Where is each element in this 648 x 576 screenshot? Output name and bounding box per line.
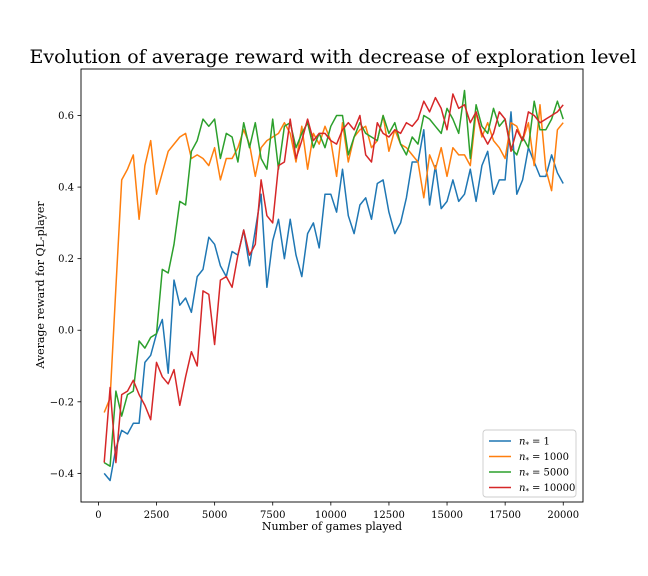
x-tick-label: 7500 [260,510,285,521]
y-axis-ticks: −0.4 −0.2 0.0 0.2 0.4 0.6 [50,111,81,480]
x-axis-ticks: 0 2500 5000 7500 10000 12500 15000 17500 20000 [95,502,579,521]
series-line-4 [103,93,564,464]
y-tick-label: 0.6 [58,111,74,122]
y-tick-label: 0.4 [58,183,74,194]
x-tick-label: 12500 [373,510,405,521]
x-tick-label: 17500 [489,510,521,521]
y-tick-label: −0.2 [50,397,74,408]
x-tick-label: 10000 [315,510,347,521]
x-tick-label: 0 [95,510,101,521]
series-line-2 [103,104,564,413]
y-tick-label: 0.0 [58,326,74,337]
y-tick-label: −0.4 [50,469,74,480]
x-tick-label: 15000 [431,510,463,521]
series-line-3 [103,89,564,467]
series-line-1 [103,111,564,482]
legend-label: n* = 1000 [519,452,569,465]
legend-label: n* = 1 [519,437,550,450]
plot-area [80,68,584,503]
legend-label: n* = 10000 [519,483,575,496]
legend-box [482,429,577,498]
axes-frame [80,68,584,503]
chart-title: Evolution of average reward with decreas… [29,46,636,68]
x-axis-label: Number of games played [262,520,402,533]
x-tick-label: 5000 [202,510,227,521]
legend-label: n* = 5000 [519,468,569,481]
y-axis-label: Average reward for QL-player [34,201,47,370]
series-layer [103,89,564,482]
legend: n* = 1 n* = 1000 n* = 5000 n* = 10000 [482,429,577,498]
x-tick-label: 20000 [547,510,579,521]
y-tick-label: 0.2 [58,254,74,265]
x-tick-label: 2500 [144,510,169,521]
